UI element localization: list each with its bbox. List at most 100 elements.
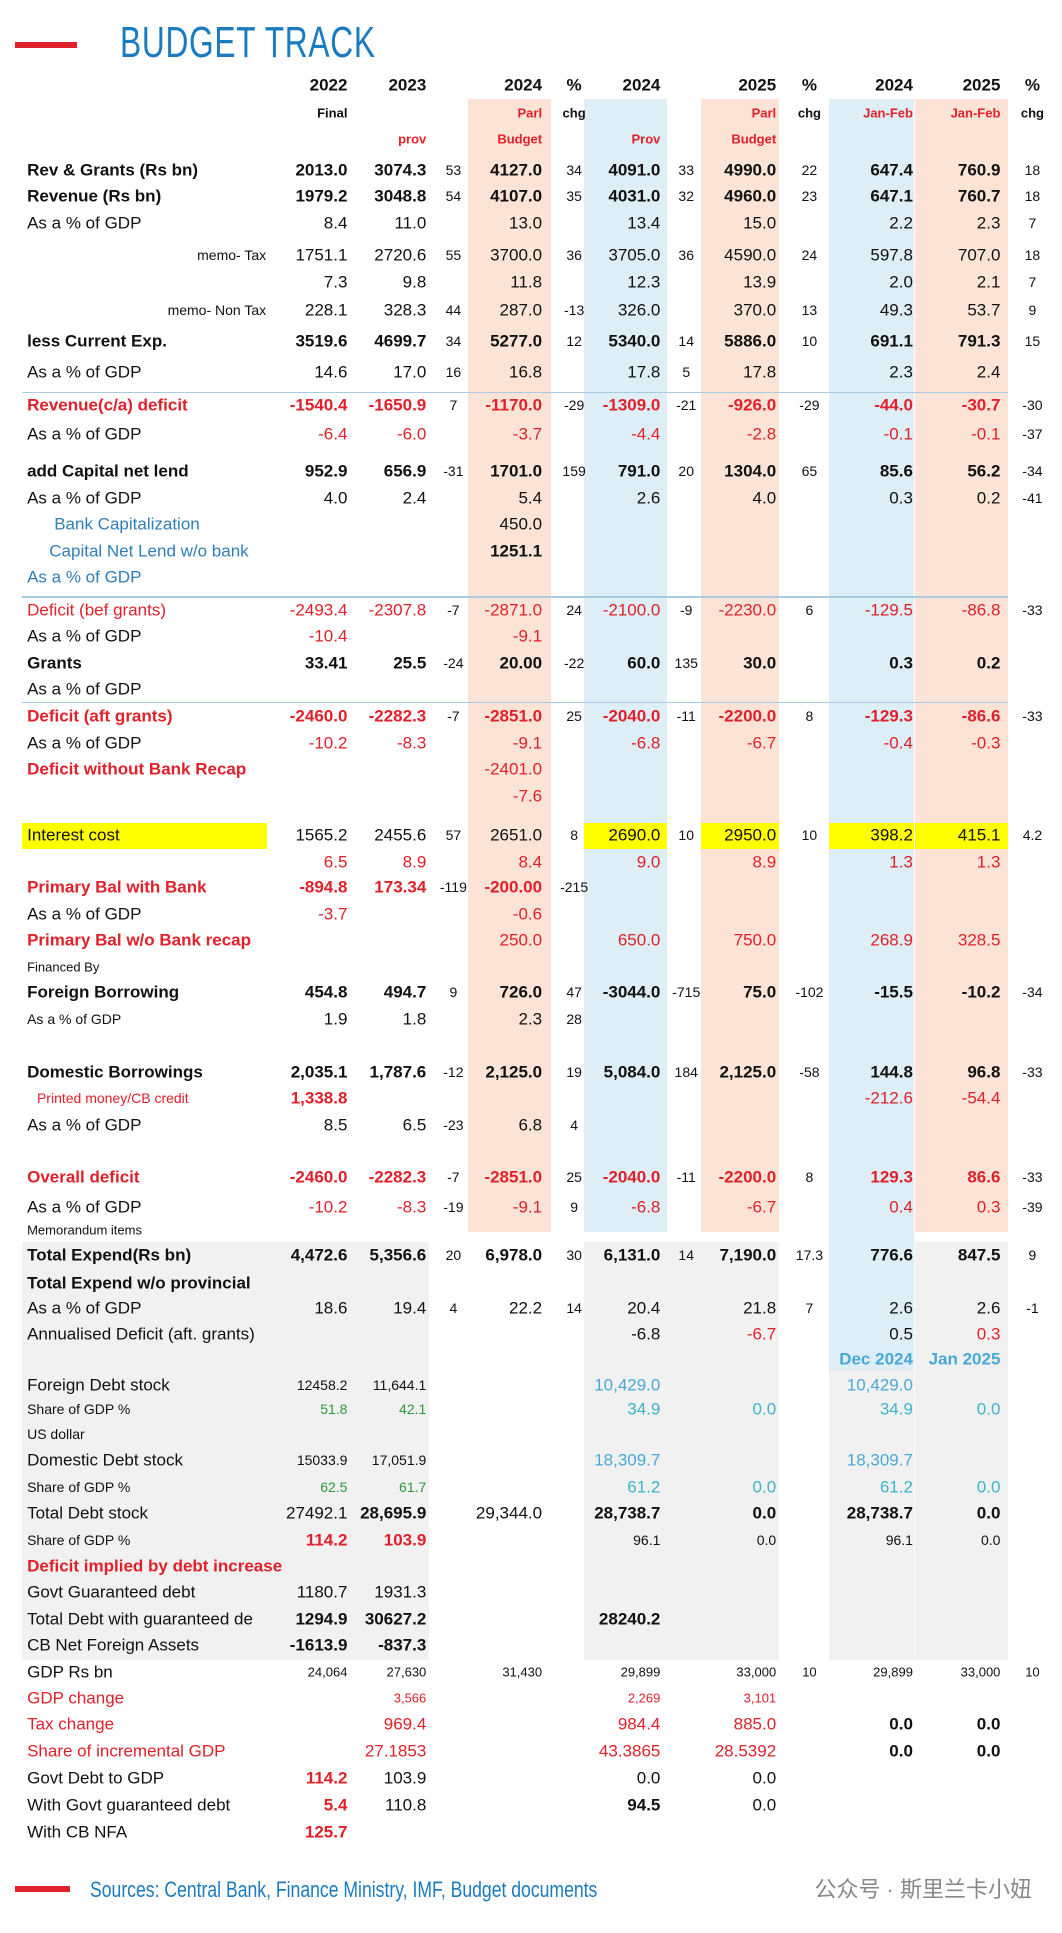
column-header: Budget xyxy=(731,131,777,147)
cell: -44.0 xyxy=(874,395,913,415)
column-header: % xyxy=(1024,75,1040,95)
cell: -2460.0 xyxy=(289,1167,348,1187)
cell: 36 xyxy=(678,247,695,264)
cell: 9 xyxy=(1028,302,1037,319)
cell: -4.4 xyxy=(631,424,661,444)
cell: 494.7 xyxy=(383,982,427,1002)
cell: 0.5 xyxy=(889,1324,913,1344)
cell: 21.8 xyxy=(743,1298,777,1318)
cell: 9.0 xyxy=(636,852,661,872)
row-label: As a % of GDP xyxy=(27,362,142,382)
cell: 776.6 xyxy=(870,1245,913,1265)
cell: 8 xyxy=(805,707,814,724)
cell: 184 xyxy=(674,1063,698,1080)
cell: -894.8 xyxy=(299,877,348,897)
cell: 35 xyxy=(566,187,582,204)
cell: 10 xyxy=(678,827,695,844)
cell: -10.2 xyxy=(961,982,1001,1002)
cell: -2307.8 xyxy=(368,600,427,620)
cell: 4.2 xyxy=(1022,827,1043,844)
cell: -1650.9 xyxy=(368,395,427,415)
cell: 2.0 xyxy=(889,272,913,292)
cell: 18 xyxy=(1024,187,1041,204)
cell: -41 xyxy=(1022,489,1043,506)
row-label: add Capital net lend xyxy=(27,461,189,481)
cell: 61.7 xyxy=(399,1479,427,1496)
cell: 9 xyxy=(1028,1247,1037,1264)
cell: 0.0 xyxy=(756,1532,777,1549)
cell: 30 xyxy=(566,1247,582,1264)
cell: 707.0 xyxy=(957,245,1001,265)
cell: 8.9 xyxy=(402,852,427,872)
cell: -9.1 xyxy=(512,626,543,646)
cell: 14.6 xyxy=(314,362,348,382)
cell: 28,738.7 xyxy=(846,1503,913,1523)
cell: -21 xyxy=(676,397,697,414)
cell: 55 xyxy=(445,247,462,264)
cell: -9.1 xyxy=(512,1197,543,1217)
cell: -6.4 xyxy=(318,424,348,444)
cell: -2200.0 xyxy=(718,1167,777,1187)
cell: 650.0 xyxy=(617,930,661,950)
cell: 103.9 xyxy=(383,1768,427,1788)
cell: 20 xyxy=(678,462,695,479)
cell: 2.1 xyxy=(976,272,1001,292)
cell: -6.7 xyxy=(746,733,777,753)
cell: -0.1 xyxy=(883,424,913,444)
row-label: Interest cost xyxy=(27,825,120,845)
cell: 60.0 xyxy=(627,653,661,673)
cell: 13 xyxy=(801,302,818,319)
cell: 10,429.0 xyxy=(846,1375,913,1395)
cell: 23 xyxy=(801,187,818,204)
highlight xyxy=(829,822,915,849)
cell: 1294.9 xyxy=(295,1609,348,1629)
cell: 44 xyxy=(445,302,462,319)
row-label: Annualised Deficit (aft. grants) xyxy=(27,1324,255,1344)
cell: 65 xyxy=(801,462,818,479)
cell: 42.1 xyxy=(399,1401,427,1418)
cell: -2230.0 xyxy=(718,600,777,620)
cell: -34 xyxy=(1022,983,1043,1000)
cell: -2282.3 xyxy=(368,706,427,726)
row-label: As a % of GDP xyxy=(27,488,142,508)
cell: 27.1853 xyxy=(364,1741,427,1761)
cell: -8.3 xyxy=(396,733,427,753)
cell: 370.0 xyxy=(733,300,777,320)
cell: 25 xyxy=(566,707,582,724)
cell: 398.2 xyxy=(870,825,913,845)
cell: -7 xyxy=(447,601,460,618)
band xyxy=(468,98,551,1232)
cell: 1751.1 xyxy=(295,245,348,265)
cell: -29 xyxy=(563,397,585,414)
cell: 28.5392 xyxy=(714,1741,777,1761)
cell: -7.6 xyxy=(512,786,543,806)
cell: -212.6 xyxy=(864,1088,913,1108)
cell: 760.9 xyxy=(957,160,1001,180)
column-header: chg xyxy=(562,105,586,121)
cell: 110.8 xyxy=(385,1795,427,1815)
cell: 2,125.0 xyxy=(719,1062,777,1082)
cell: 1.9 xyxy=(323,1009,348,1029)
cell: 450.0 xyxy=(499,514,543,534)
column-header: chg xyxy=(797,105,821,121)
cell: 2013.0 xyxy=(295,160,348,180)
cell: -1309.0 xyxy=(602,395,661,415)
cell: -2401.0 xyxy=(484,759,543,779)
cell: 4031.0 xyxy=(608,186,661,206)
cell: 326.0 xyxy=(617,300,661,320)
row-label: Total Debt with guaranteed de xyxy=(27,1609,253,1629)
cell: 1931.3 xyxy=(374,1582,427,1602)
cell: -0.3 xyxy=(971,733,1001,753)
cell: 54 xyxy=(445,187,462,204)
cell: -6.7 xyxy=(746,1324,777,1344)
cell: -926.0 xyxy=(727,395,777,415)
cell: 11,644.1 xyxy=(372,1376,427,1393)
cell: 12458.2 xyxy=(296,1376,348,1393)
row-label: As a % of GDP xyxy=(27,567,142,587)
row-label: With Govt guaranteed debt xyxy=(27,1795,231,1815)
column-header: Prov xyxy=(631,131,661,147)
cell: -119 xyxy=(439,879,467,896)
cell: 13.9 xyxy=(743,272,777,292)
row-label: As a % of GDP xyxy=(27,626,142,646)
cell: 25.5 xyxy=(393,653,427,673)
